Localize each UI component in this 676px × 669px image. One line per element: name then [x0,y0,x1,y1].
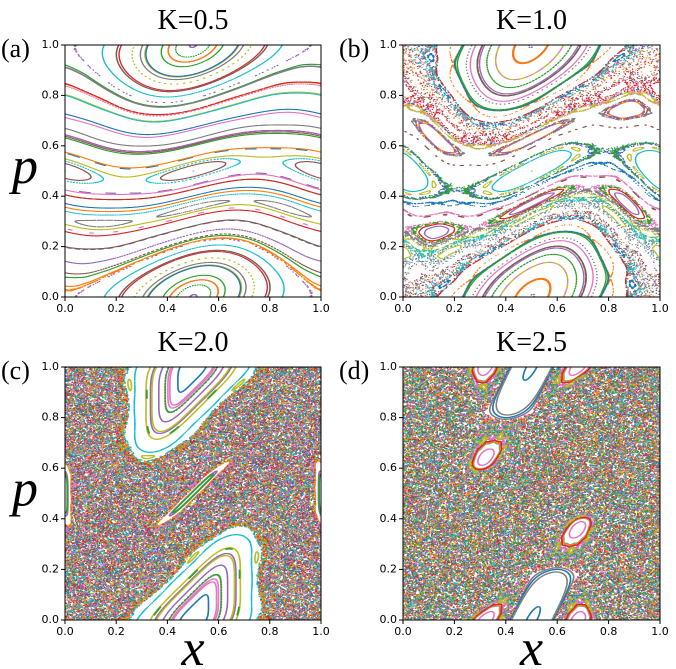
panel-title: K=2.0 [157,327,228,358]
x-tick-label: 1.0 [312,625,330,638]
x-tick-label: 0.8 [261,625,279,638]
y-tick-label: 0.0 [42,290,60,303]
x-tick-label: 1.0 [312,302,330,315]
orbits [65,45,321,297]
orbit [65,156,321,177]
y-tick-label: 0.2 [42,562,60,575]
y-axis-label: p [8,461,38,518]
panel-label: (a) [1,34,30,63]
y-tick-label: 0.6 [42,461,60,474]
y-tick-label: 0.6 [42,139,60,152]
y-tick-label: 1.0 [380,38,398,51]
y-tick-label: 0.8 [42,88,60,101]
orbit [65,93,321,122]
panel-label: (c) [1,356,30,385]
x-tick-label: 0.0 [394,302,412,315]
x-tick-label: 0.2 [107,302,125,315]
y-tick-label: 0.6 [380,461,398,474]
y-tick-label: 0.4 [380,189,398,202]
panel-title: K=2.5 [496,327,567,358]
y-tick-label: 1.0 [380,360,398,373]
x-tick-label: 1.0 [651,625,669,638]
x-tick-label: 0.2 [446,625,464,638]
panel-title: K=1.0 [496,5,567,36]
orbit [403,92,659,149]
x-tick-label: 0.8 [261,302,279,315]
orbit [65,187,321,208]
panel-label: (b) [339,34,369,63]
x-tick-label: 0.4 [497,625,515,638]
x-tick-label: 0.0 [56,302,74,315]
panel-title: K=0.5 [157,5,228,36]
x-tick-label: 0.2 [446,302,464,315]
orbit [68,149,307,169]
y-tick-label: 0.8 [42,411,60,424]
x-tick-label: 0.8 [600,625,618,638]
y-tick-label: 0.0 [380,290,398,303]
y-tick-label: 0.2 [380,562,398,575]
x-tick-label: 0.4 [497,302,515,315]
y-tick-label: 0.0 [380,613,398,626]
y-tick-label: 0.0 [42,613,60,626]
y-axis-label: p [8,138,38,195]
x-axis-label: x [519,620,543,669]
x-tick-label: 0.2 [107,625,125,638]
y-tick-label: 0.2 [42,240,60,253]
y-tick-label: 0.4 [42,512,60,525]
y-tick-label: 1.0 [42,360,60,373]
y-tick-label: 1.0 [42,38,60,51]
x-tick-label: 0.6 [548,625,566,638]
orbit [67,220,319,249]
y-tick-label: 0.8 [380,411,398,424]
x-tick-label: 1.0 [651,302,669,315]
x-tick-label: 0.0 [56,625,74,638]
x-tick-label: 0.8 [600,302,618,315]
x-axis-label: x [180,620,204,669]
panel-label: (d) [339,356,369,385]
y-tick-label: 0.2 [380,240,398,253]
orbit [75,201,311,227]
x-tick-label: 0.4 [159,302,177,315]
x-tick-label: 0.6 [548,302,566,315]
x-tick-label: 0.6 [210,302,228,315]
orbit [132,47,255,297]
x-tick-label: 0.0 [394,625,412,638]
orbits [403,367,660,620]
y-tick-label: 0.8 [380,88,398,101]
y-tick-label: 0.4 [42,189,60,202]
orbit [66,229,322,264]
x-tick-label: 0.4 [159,625,177,638]
x-tick-label: 0.6 [210,625,228,638]
orbits [65,367,321,620]
orbit [65,179,321,199]
y-tick-label: 0.6 [380,139,398,152]
orbits [403,45,660,297]
orbit [65,92,321,121]
y-tick-label: 0.4 [380,512,398,525]
